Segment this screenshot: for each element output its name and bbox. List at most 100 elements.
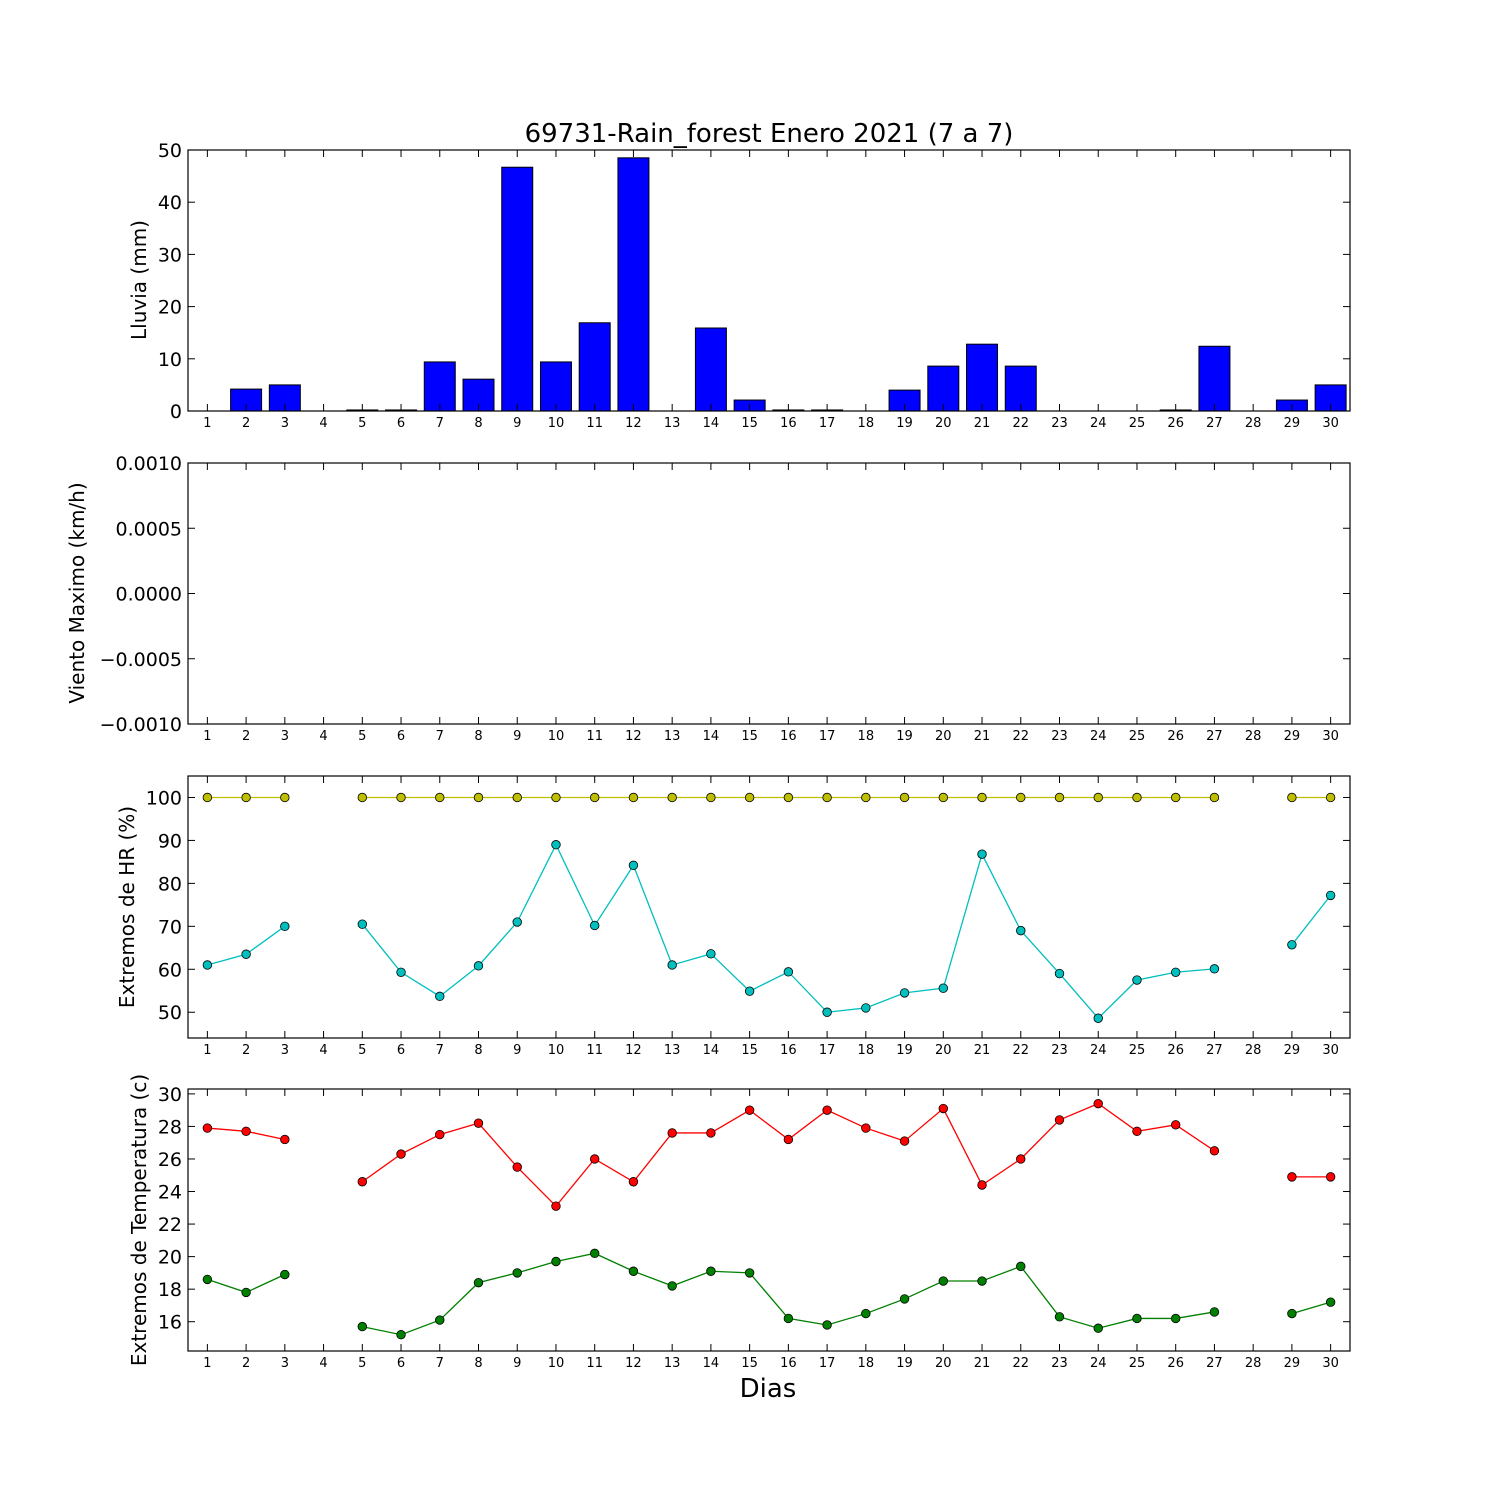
temperature-series-1-point bbox=[628, 1266, 639, 1276]
x-tick-label: 21 bbox=[974, 729, 991, 744]
humidity-series-1-point bbox=[783, 967, 794, 977]
x-tick-label: 19 bbox=[896, 1356, 913, 1371]
temperature-series-0-point bbox=[280, 1134, 290, 1145]
y-tick-label: 20 bbox=[158, 297, 182, 319]
x-tick-label: 30 bbox=[1322, 416, 1339, 431]
x-tick-label: 22 bbox=[1012, 1043, 1029, 1058]
x-tick-label: 12 bbox=[625, 1356, 642, 1371]
humidity-series-1-point bbox=[667, 960, 677, 970]
x-tick-label: 13 bbox=[664, 416, 681, 431]
x-tick-label: 18 bbox=[858, 1043, 875, 1058]
temperature-series-1-point bbox=[744, 1268, 755, 1278]
temperature-series-0-point bbox=[590, 1154, 600, 1164]
y-tick-label: 30 bbox=[158, 1084, 182, 1106]
humidity-series-0-point bbox=[783, 792, 794, 803]
humidity-series-1-point bbox=[357, 919, 368, 929]
temperature-series-0-point bbox=[396, 1149, 406, 1159]
x-tick-label: 23 bbox=[1051, 729, 1068, 744]
y-tick-label: 16 bbox=[158, 1312, 182, 1334]
x-tick-label: 21 bbox=[974, 416, 991, 431]
temperature-series-1-point bbox=[1209, 1307, 1220, 1317]
x-tick-label: 10 bbox=[548, 729, 565, 744]
x-tick-label: 16 bbox=[780, 416, 797, 431]
humidity-series-0-point bbox=[977, 792, 987, 803]
x-tick-label: 25 bbox=[1129, 1356, 1146, 1371]
rain-bar bbox=[539, 361, 572, 412]
x-tick-label: 16 bbox=[780, 729, 797, 744]
x-tick-label: 17 bbox=[819, 729, 836, 744]
x-tick-label: 15 bbox=[741, 729, 758, 744]
x-tick-label: 29 bbox=[1284, 1043, 1301, 1058]
x-tick-label: 23 bbox=[1051, 1043, 1068, 1058]
rain-bar bbox=[578, 322, 611, 412]
panel-wind-frame bbox=[187, 462, 1351, 725]
humidity-series-1-point bbox=[822, 1007, 832, 1017]
x-tick-label: 6 bbox=[397, 729, 405, 744]
humidity-series-1-point bbox=[706, 949, 716, 959]
temperature-series-1-point bbox=[822, 1320, 832, 1330]
humidity-series-1-point bbox=[1132, 975, 1142, 985]
temperature-series-1-point bbox=[783, 1313, 794, 1324]
humidity-series-0-point bbox=[396, 792, 406, 803]
x-tick-label: 19 bbox=[896, 416, 913, 431]
x-tick-label: 4 bbox=[319, 416, 327, 431]
x-tick-label: 5 bbox=[358, 729, 366, 744]
humidity-series-0-point bbox=[938, 792, 949, 803]
x-tick-label: 18 bbox=[858, 416, 875, 431]
x-tick-label: 1 bbox=[203, 1043, 211, 1058]
y-tick-label: 10 bbox=[158, 349, 182, 371]
x-tick-label: 20 bbox=[935, 729, 952, 744]
humidity-series-0-point bbox=[822, 792, 832, 803]
humidity-series-0-point bbox=[899, 792, 910, 803]
humidity-series-1-line bbox=[1291, 894, 1332, 946]
panel-temperature-ylabel: Extremos de Temperatura (c) bbox=[127, 1074, 151, 1366]
humidity-series-0-point bbox=[744, 792, 755, 803]
temperature-series-0-point bbox=[357, 1177, 368, 1187]
temperature-series-1-point bbox=[1016, 1261, 1026, 1272]
x-tick-label: 14 bbox=[703, 729, 720, 744]
x-tick-label: 26 bbox=[1167, 416, 1184, 431]
y-tick-label: 24 bbox=[158, 1182, 182, 1204]
humidity-series-0-point bbox=[551, 792, 561, 803]
humidity-series-1-point bbox=[590, 920, 600, 931]
x-tick-label: 1 bbox=[203, 1356, 211, 1371]
humidity-series-0-point bbox=[357, 792, 368, 803]
x-tick-label: 3 bbox=[281, 416, 289, 431]
x-tick-label: 19 bbox=[896, 729, 913, 744]
humidity-series-0-point bbox=[590, 792, 600, 803]
x-tick-label: 4 bbox=[319, 1356, 327, 1371]
x-tick-label: 16 bbox=[780, 1043, 797, 1058]
x-tick-label: 3 bbox=[281, 1356, 289, 1371]
humidity-series-0-point bbox=[280, 792, 290, 803]
rain-bar bbox=[1004, 365, 1037, 412]
humidity-series-0-point bbox=[202, 792, 213, 803]
x-tick-label: 20 bbox=[935, 1356, 952, 1371]
x-tick-label: 25 bbox=[1129, 416, 1146, 431]
x-tick-label: 8 bbox=[474, 1356, 482, 1371]
humidity-series-1-point bbox=[512, 917, 522, 927]
y-tick-label: 100 bbox=[146, 787, 182, 809]
x-tick-label: 27 bbox=[1206, 1356, 1223, 1371]
x-tick-label: 21 bbox=[974, 1043, 991, 1058]
x-tick-label: 3 bbox=[281, 1043, 289, 1058]
x-tick-label: 24 bbox=[1090, 729, 1107, 744]
x-tick-label: 17 bbox=[819, 1043, 836, 1058]
x-tick-label: 30 bbox=[1322, 1356, 1339, 1371]
temperature-series-1-point bbox=[1132, 1313, 1142, 1324]
humidity-series-1-line bbox=[207, 925, 286, 966]
panel-wind-ylabel: Viento Maximo (km/h) bbox=[65, 482, 89, 703]
temperature-series-1-point bbox=[1093, 1323, 1103, 1333]
x-tick-label: 13 bbox=[664, 1043, 681, 1058]
x-tick-label: 27 bbox=[1206, 729, 1223, 744]
humidity-series-1-point bbox=[1209, 964, 1220, 974]
y-tick-label: 20 bbox=[158, 1247, 182, 1269]
temperature-series-0-point bbox=[512, 1162, 522, 1172]
y-tick-label: 30 bbox=[158, 244, 182, 266]
humidity-series-1-point bbox=[1093, 1013, 1103, 1023]
x-tick-label: 8 bbox=[474, 416, 482, 431]
humidity-series-1-point bbox=[551, 840, 561, 850]
x-tick-label: 6 bbox=[397, 1043, 405, 1058]
humidity-series-0-point bbox=[1325, 792, 1336, 803]
x-tick-label: 25 bbox=[1129, 729, 1146, 744]
